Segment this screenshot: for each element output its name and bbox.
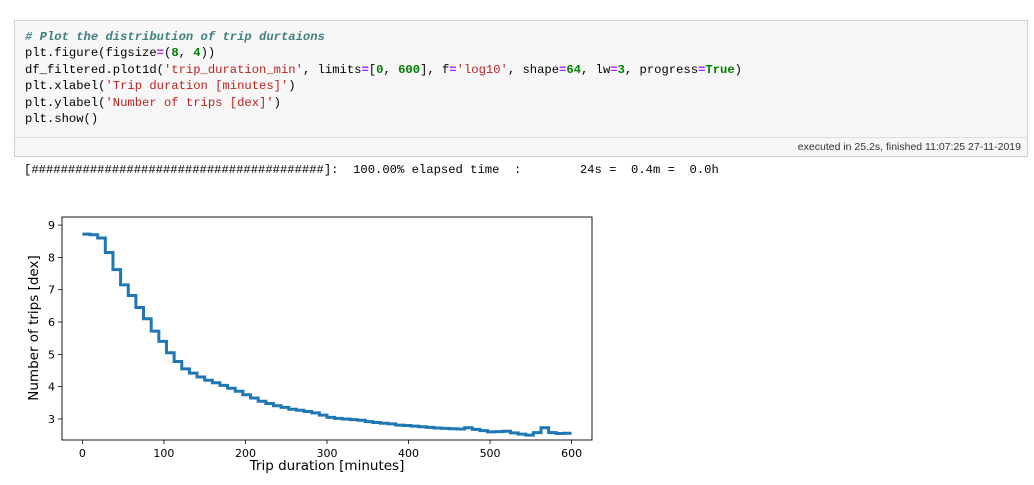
code-token: plt.xlabel( [25, 79, 106, 94]
code-line: df_filtered.plot1d('trip_duration_min', … [25, 62, 742, 78]
code-cell[interactable]: # Plot the distribution of trip durtaion… [14, 20, 1028, 157]
code-token: plt.show() [25, 111, 99, 126]
code-token: = [610, 62, 618, 77]
progress-output: [#######################################… [24, 163, 719, 177]
code-token: , shape [507, 62, 560, 77]
y-tick-label: 3 [48, 413, 55, 426]
code-line: plt.xlabel('Trip duration [minutes]') [25, 78, 742, 94]
code-token: , lw [581, 62, 611, 77]
code-token: = [361, 62, 369, 77]
y-tick-label: 5 [48, 348, 55, 361]
code-editor[interactable]: # Plot the distribution of trip durtaion… [25, 29, 742, 127]
code-token: 'log10' [456, 62, 508, 77]
code-token: 'Number of trips [dex]' [105, 95, 274, 110]
x-tick-label: 200 [235, 447, 256, 460]
series-line [82, 232, 572, 437]
code-token: ) [288, 79, 296, 94]
x-axis-label: Trip duration [minutes] [249, 458, 405, 474]
code-token: , [178, 46, 194, 61]
y-tick-label: 6 [48, 316, 55, 329]
code-token: ], f [420, 62, 450, 77]
x-tick-label: 500 [480, 447, 501, 460]
code-token: = [559, 62, 567, 77]
code-token: df_filtered.plot1d( [25, 62, 164, 77]
code-token: , [383, 62, 399, 77]
x-tick-label: 100 [153, 447, 174, 460]
code-token: )) [200, 46, 216, 61]
code-token: [ [368, 62, 377, 77]
code-token: # Plot the distribution of trip durtaion… [25, 30, 325, 44]
y-axis-label: Number of trips [dex] [26, 255, 42, 400]
code-token: , limits [302, 62, 362, 77]
chart-svg: 3 4 5 6 7 8 9 0 100 200 300 400 500 600 Trip duratio… [26, 216, 593, 474]
code-line: plt.figure(figsize=(8, 4)) [25, 45, 742, 61]
x-tick-label: 600 [561, 447, 582, 460]
execution-info-bar: executed in 25.2s, finished 11:07:25 27-… [15, 137, 1027, 156]
y-axis-ticks: 3 4 5 6 7 8 9 [48, 219, 62, 426]
plot-frame [61, 216, 593, 441]
y-tick-label: 4 [48, 381, 55, 394]
code-token: 3 [617, 62, 625, 77]
x-tick-label: 300 [317, 447, 338, 460]
code-line: plt.ylabel('Number of trips [dex]') [25, 95, 742, 111]
code-token: plt.figure(figsize [25, 46, 157, 61]
y-tick-label: 7 [48, 284, 55, 297]
x-tick-label: 0 [79, 447, 86, 460]
code-line: # Plot the distribution of trip durtaion… [25, 29, 742, 45]
code-token: = [156, 46, 164, 61]
code-token: 'trip_duration_min' [163, 62, 303, 77]
code-token: 8 [171, 46, 179, 61]
code-token: ) [273, 95, 281, 110]
chart-output: 3 4 5 6 7 8 9 0 100 200 300 400 500 600 Trip duratio… [20, 205, 600, 485]
code-token: 64 [566, 62, 581, 77]
code-token: = [698, 62, 706, 77]
code-token: , progress [624, 62, 699, 77]
code-token: 'Trip duration [minutes]' [105, 79, 289, 94]
code-token: = [449, 62, 457, 77]
x-axis-ticks: 0 100 200 300 400 500 600 [79, 440, 582, 460]
y-tick-label: 9 [48, 219, 55, 232]
y-tick-label: 8 [48, 251, 55, 264]
x-tick-label: 400 [398, 447, 419, 460]
code-token: 4 [193, 46, 201, 61]
code-token: 0 [376, 62, 384, 77]
execution-info: executed in 25.2s, finished 11:07:25 27-… [797, 141, 1021, 153]
code-token: plt.ylabel( [25, 95, 106, 110]
code-token: ) [734, 62, 742, 77]
code-token: True [705, 62, 735, 77]
code-token: 600 [398, 62, 421, 77]
code-token: ( [163, 46, 172, 61]
code-line: plt.show() [25, 111, 742, 127]
